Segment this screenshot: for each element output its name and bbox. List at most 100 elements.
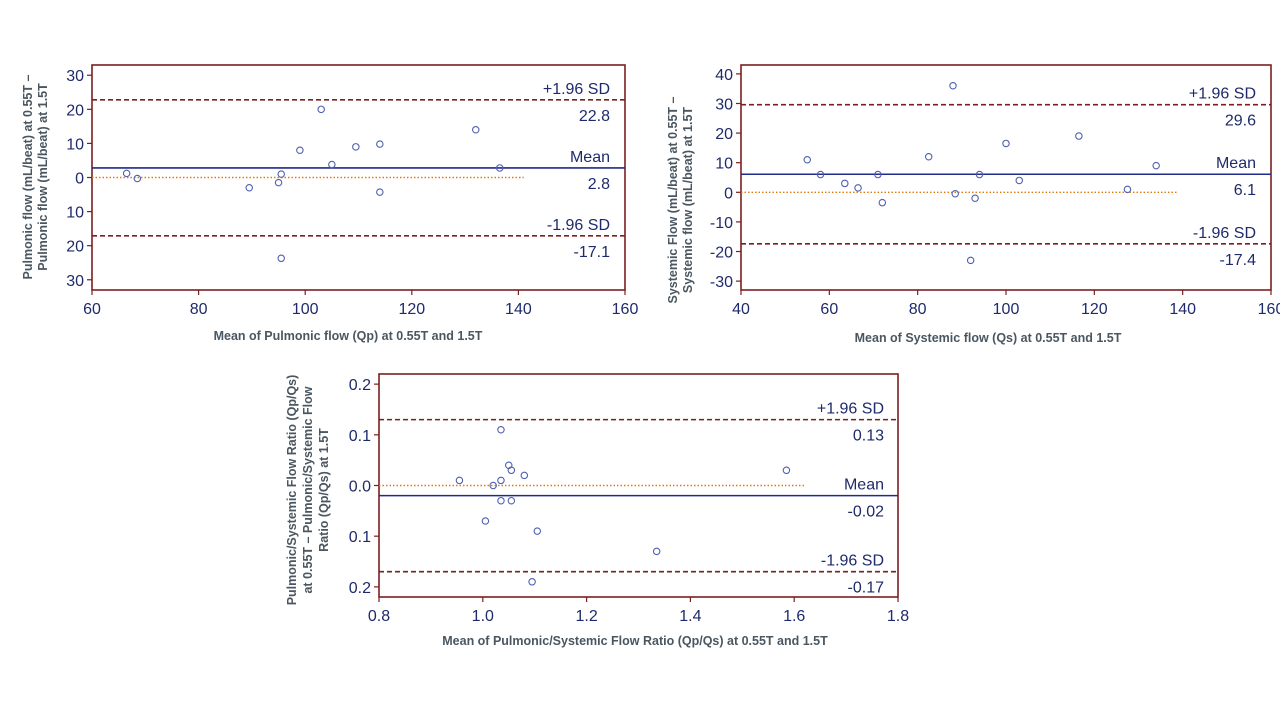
x-tick-label: 120 xyxy=(398,301,425,318)
x-tick-label: 140 xyxy=(1169,301,1196,318)
y-tick-label: 0.1 xyxy=(349,428,371,445)
y-tick-label: 10 xyxy=(715,156,733,173)
y-tick-label: 10 xyxy=(66,136,84,153)
x-tick-label: 0.8 xyxy=(368,608,390,625)
data-point xyxy=(245,183,253,192)
y-axis-title-line: Pulmonic/Systemic Flow Ratio (Qp/Qs) xyxy=(285,375,299,606)
data-point xyxy=(874,170,882,179)
lower-sd-value: -17.1 xyxy=(574,244,611,261)
y-tick-label: 0 xyxy=(75,171,84,188)
y-axis-title-line: Ratio (Qp/Qs) at 1.5T xyxy=(317,428,331,552)
x-tick-label: 160 xyxy=(1258,301,1280,318)
y-axis-title-line: at 0.55T – Pulmonic/Systemic Flow xyxy=(301,386,315,593)
data-point xyxy=(497,496,505,505)
data-point xyxy=(878,198,887,207)
data-point xyxy=(971,194,979,202)
data-point xyxy=(317,105,325,114)
y-tick-label: 30 xyxy=(715,96,733,113)
upper-sd-value: 0.13 xyxy=(853,428,884,445)
x-tick-label: 40 xyxy=(732,301,750,318)
data-point xyxy=(949,81,957,90)
y-axis-title-line: Systemic Flow (mL/beat) at 0.55T – xyxy=(666,96,680,303)
data-point xyxy=(507,466,516,475)
y-tick-label: 0.1 xyxy=(349,529,371,546)
x-tick-label: 120 xyxy=(1081,301,1108,318)
data-point xyxy=(489,481,497,490)
y-tick-label: 0 xyxy=(724,185,733,202)
x-tick-label: 100 xyxy=(292,301,319,318)
x-tick-label: 1.0 xyxy=(472,608,494,625)
data-point xyxy=(520,471,529,480)
data-point xyxy=(1075,132,1083,140)
data-point xyxy=(376,140,384,148)
y-tick-label: -30 xyxy=(710,274,733,291)
data-point xyxy=(975,170,984,179)
y-axis-title-line: Pulmonic flow (mL/beat) at 0.55T – xyxy=(21,75,35,280)
data-point xyxy=(277,170,285,178)
lower-sd-title: -1.96 SD xyxy=(821,553,884,570)
data-point xyxy=(472,126,480,134)
x-tick-label: 1.2 xyxy=(575,608,597,625)
data-point xyxy=(481,517,490,525)
y-tick-label: 30 xyxy=(66,68,84,85)
x-tick-label: 80 xyxy=(190,301,208,318)
x-tick-label: 140 xyxy=(505,301,532,318)
data-point xyxy=(803,155,811,164)
data-point xyxy=(1015,176,1023,185)
data-point xyxy=(495,164,504,172)
data-point xyxy=(352,143,360,151)
lower-sd-title: -1.96 SD xyxy=(547,217,610,234)
x-tick-label: 60 xyxy=(820,301,838,318)
y-tick-label: -20 xyxy=(710,245,733,262)
y-axis-title-line: Systemic flow (mL/beat) at 1.5T xyxy=(681,107,695,294)
mean-title: Mean xyxy=(1216,155,1256,172)
chart-qp-qs-ratio: 0.2 0.1 0.0 0.1 0.2 0.8 1.0 1.2 1.4 1.6 1.8 +1.96 S… xyxy=(285,373,909,648)
data-point xyxy=(507,496,516,505)
x-tick-label: 1.8 xyxy=(887,608,909,625)
data-point xyxy=(854,184,862,192)
y-tick-label: 40 xyxy=(715,67,733,84)
data-point xyxy=(951,190,959,198)
data-point xyxy=(782,466,791,475)
data-point xyxy=(296,146,304,154)
mean-title: Mean xyxy=(844,477,884,494)
y-tick-label: 30 xyxy=(66,273,84,290)
y-tick-label: 20 xyxy=(66,239,84,256)
y-axis-title-line: Pulmonic flow (mL/beat) at 1.5T xyxy=(36,83,50,271)
data-point xyxy=(274,178,283,187)
mean-title: Mean xyxy=(570,149,610,166)
lower-sd-title: -1.96 SD xyxy=(1193,225,1256,242)
data-point xyxy=(924,153,933,161)
x-tick-label: 80 xyxy=(909,301,927,318)
lower-sd-value: -0.17 xyxy=(848,580,885,597)
x-tick-label: 1.4 xyxy=(679,608,701,625)
data-point xyxy=(1002,139,1010,148)
data-point xyxy=(533,527,542,535)
data-point xyxy=(841,179,849,188)
data-point xyxy=(816,170,825,179)
x-tick-label: 60 xyxy=(83,301,101,318)
y-tick-label: 0.0 xyxy=(349,479,371,496)
x-axis-title: Mean of Pulmonic/Systemic Flow Ratio (Qp… xyxy=(442,634,828,648)
y-tick-label: 0.2 xyxy=(349,580,371,597)
x-tick-label: 1.6 xyxy=(783,608,805,625)
mean-value: 6.1 xyxy=(1234,182,1256,199)
data-point xyxy=(277,254,285,263)
upper-sd-title: +1.96 SD xyxy=(817,401,884,418)
data-point xyxy=(497,476,505,485)
y-tick-label: 20 xyxy=(715,126,733,143)
data-point xyxy=(376,188,384,196)
x-axis-title: Mean of Pulmonic flow (Qp) at 0.55T and … xyxy=(214,329,483,343)
mean-value: -0.02 xyxy=(848,504,885,521)
y-tick-label: 20 xyxy=(66,102,84,119)
x-tick-label: 100 xyxy=(993,301,1020,318)
mean-value: 2.8 xyxy=(588,176,610,193)
data-point xyxy=(328,160,336,169)
x-tick-label: 160 xyxy=(612,301,639,318)
y-tick-label: 0.2 xyxy=(349,377,371,394)
data-point xyxy=(455,476,464,485)
data-point xyxy=(1123,185,1132,194)
data-point xyxy=(133,174,142,183)
